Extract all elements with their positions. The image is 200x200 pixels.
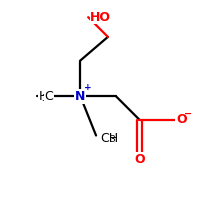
Text: N: N [75, 90, 85, 103]
Text: 3: 3 [109, 135, 115, 144]
Text: O: O [176, 113, 187, 126]
Text: HO: HO [90, 11, 111, 24]
Text: −: − [184, 109, 193, 119]
Text: H: H [39, 90, 48, 103]
Text: CH: CH [100, 132, 118, 145]
Text: 3: 3 [41, 94, 47, 103]
Text: O: O [134, 153, 145, 166]
Text: C: C [44, 90, 53, 103]
Text: +: + [84, 83, 92, 92]
